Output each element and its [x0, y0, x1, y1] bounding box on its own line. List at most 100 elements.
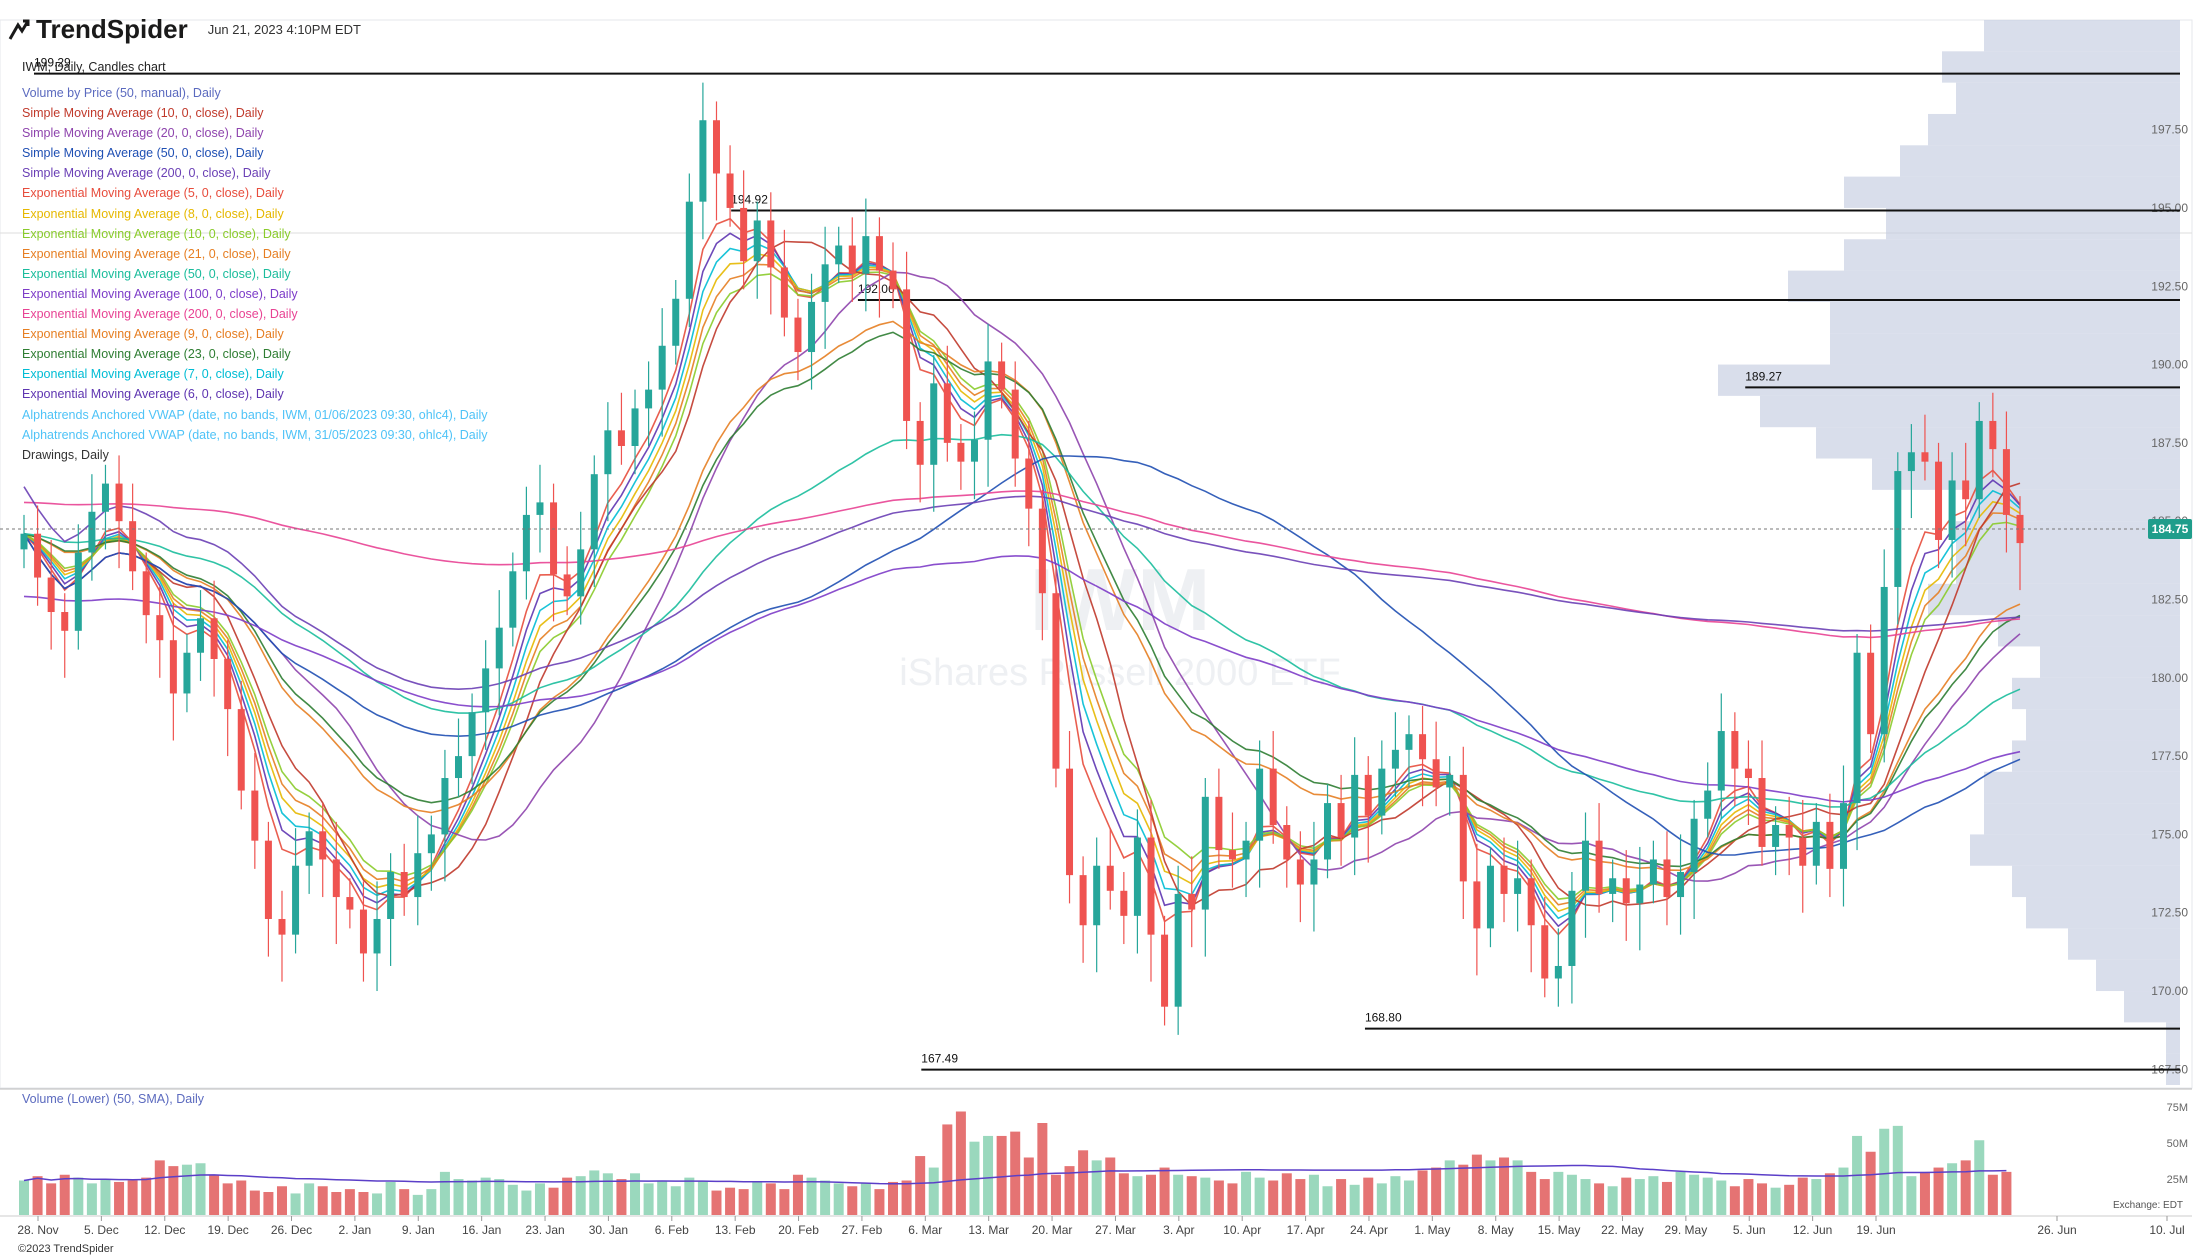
legend-item[interactable]: Exponential Moving Average (8, 0, close)…: [22, 206, 284, 221]
date-tick: 16. Jan: [462, 1223, 501, 1237]
volume-bar: [439, 1171, 450, 1215]
volume-profile-bar: [1886, 207, 2180, 240]
legend-item[interactable]: Exponential Moving Average (50, 0, close…: [22, 266, 291, 281]
date-tick: 8. May: [1478, 1223, 1514, 1237]
volume-tick: 75M: [2167, 1102, 2188, 1114]
volume-bar: [1784, 1184, 1795, 1215]
legend-item[interactable]: Alphatrends Anchored VWAP (date, no band…: [22, 407, 488, 422]
date-tick: 30. Jan: [589, 1223, 628, 1237]
legend-item[interactable]: Exponential Moving Average (23, 0, close…: [22, 347, 291, 362]
candle-body: [645, 389, 653, 409]
candle-body: [726, 173, 734, 208]
price-badge-label: 184.75: [2152, 522, 2189, 536]
candle-body: [1568, 890, 1576, 966]
candle-body: [1052, 593, 1060, 769]
volume-bar: [154, 1160, 165, 1215]
header: TrendSpider Jun 21, 2023 4:10PM EDT: [8, 14, 361, 45]
legend-item[interactable]: Volume by Price (50, manual), Daily: [22, 86, 221, 100]
price-tick: 177.50: [2151, 749, 2188, 763]
candle-body: [183, 652, 191, 694]
legend-item[interactable]: Simple Moving Average (10, 0, close), Da…: [22, 106, 264, 121]
volume-bar: [1499, 1157, 1510, 1215]
candle-body: [455, 756, 463, 779]
legend-item[interactable]: Simple Moving Average (50, 0, close), Da…: [22, 146, 264, 161]
candle-body: [1174, 893, 1182, 1007]
candle-body: [1772, 825, 1780, 847]
level-label: 189.27: [1745, 369, 1782, 383]
volume-bar: [1458, 1164, 1469, 1215]
moving-average-line: [23, 271, 2021, 900]
candle-body: [1907, 452, 1915, 472]
volume-bar: [1594, 1183, 1605, 1215]
candle-body: [2016, 514, 2024, 544]
candle-body: [1921, 452, 1929, 462]
volume-bar: [915, 1156, 926, 1215]
chart-title: IWM, Daily, Candles chart: [22, 60, 166, 74]
legend-item[interactable]: Exponential Moving Average (10, 0, close…: [22, 226, 291, 241]
candle-body: [61, 612, 69, 631]
moving-average-line: [23, 320, 2021, 872]
volume-bar: [59, 1174, 70, 1215]
moving-average-line: [23, 555, 2021, 803]
candle-body: [1663, 859, 1671, 898]
volume-bar: [521, 1190, 532, 1215]
date-tick: 27. Mar: [1095, 1223, 1136, 1237]
candle-body: [509, 571, 517, 628]
candle-body: [1310, 859, 1318, 885]
volume-bar: [711, 1190, 722, 1215]
volume-bar: [1743, 1179, 1754, 1215]
volume-profile-bar: [2012, 865, 2180, 898]
candle-body: [794, 317, 802, 353]
legend-item[interactable]: Exponential Moving Average (21, 0, close…: [22, 246, 291, 261]
legend-item[interactable]: Exponential Moving Average (7, 0, close)…: [22, 367, 284, 382]
date-tick: 2. Jan: [339, 1223, 372, 1237]
volume-profile-bar: [1970, 834, 2180, 866]
candle-body: [1283, 825, 1291, 860]
candle-body: [88, 511, 96, 553]
candle-body: [1446, 774, 1454, 788]
volume-bar: [1213, 1180, 1224, 1215]
volume-bar: [73, 1177, 84, 1215]
legend-item[interactable]: Exponential Moving Average (5, 0, close)…: [22, 186, 284, 201]
legend-item[interactable]: Drawings, Daily: [22, 447, 109, 462]
candle-body: [1948, 480, 1956, 540]
legend-item[interactable]: Simple Moving Average (20, 0, close), Da…: [22, 126, 264, 141]
date-tick: 19. Dec: [207, 1223, 248, 1237]
candle-body: [1853, 652, 1861, 804]
volume-profile-bar: [1844, 176, 2180, 208]
legend-item[interactable]: Exponential Moving Average (200, 0, clos…: [22, 307, 298, 322]
legend-item[interactable]: Exponential Moving Average (6, 0, close)…: [22, 387, 284, 402]
legend-item[interactable]: Exponential Moving Average (100, 0, clos…: [22, 286, 298, 301]
candle-body: [1405, 734, 1413, 750]
candle-body: [1269, 768, 1277, 826]
level-label: 194.92: [731, 192, 768, 206]
candle-body: [1541, 925, 1549, 979]
candle-body: [34, 533, 42, 578]
candle-body: [1201, 796, 1209, 910]
candle-body: [740, 207, 748, 262]
volume-bar: [453, 1179, 464, 1215]
candle-body: [1473, 881, 1481, 929]
volume-bar: [399, 1189, 410, 1215]
volume-bar: [480, 1177, 491, 1215]
candle-body: [224, 659, 232, 710]
candle-body: [862, 236, 870, 274]
volume-bar: [1526, 1171, 1537, 1215]
candle-body: [1826, 821, 1834, 869]
candle-body: [1880, 586, 1888, 735]
legend-item[interactable]: Simple Moving Average (200, 0, close), D…: [22, 166, 271, 181]
legend-item[interactable]: Exponential Moving Average (9, 0, close)…: [22, 327, 284, 342]
legend-item[interactable]: Alphatrends Anchored VWAP (date, no band…: [22, 427, 488, 442]
candle-body: [1147, 837, 1155, 935]
volume-bar: [983, 1135, 994, 1215]
date-tick: 13. Feb: [715, 1223, 756, 1237]
volume-bar: [1268, 1180, 1279, 1215]
volume-bar: [575, 1176, 586, 1215]
brand-logo[interactable]: TrendSpider: [8, 14, 188, 45]
volume-bar: [1824, 1173, 1835, 1215]
volume-bar: [1431, 1167, 1442, 1215]
candle-body: [1486, 865, 1494, 929]
volume-bar: [1471, 1154, 1482, 1215]
candle-body: [1744, 768, 1752, 779]
